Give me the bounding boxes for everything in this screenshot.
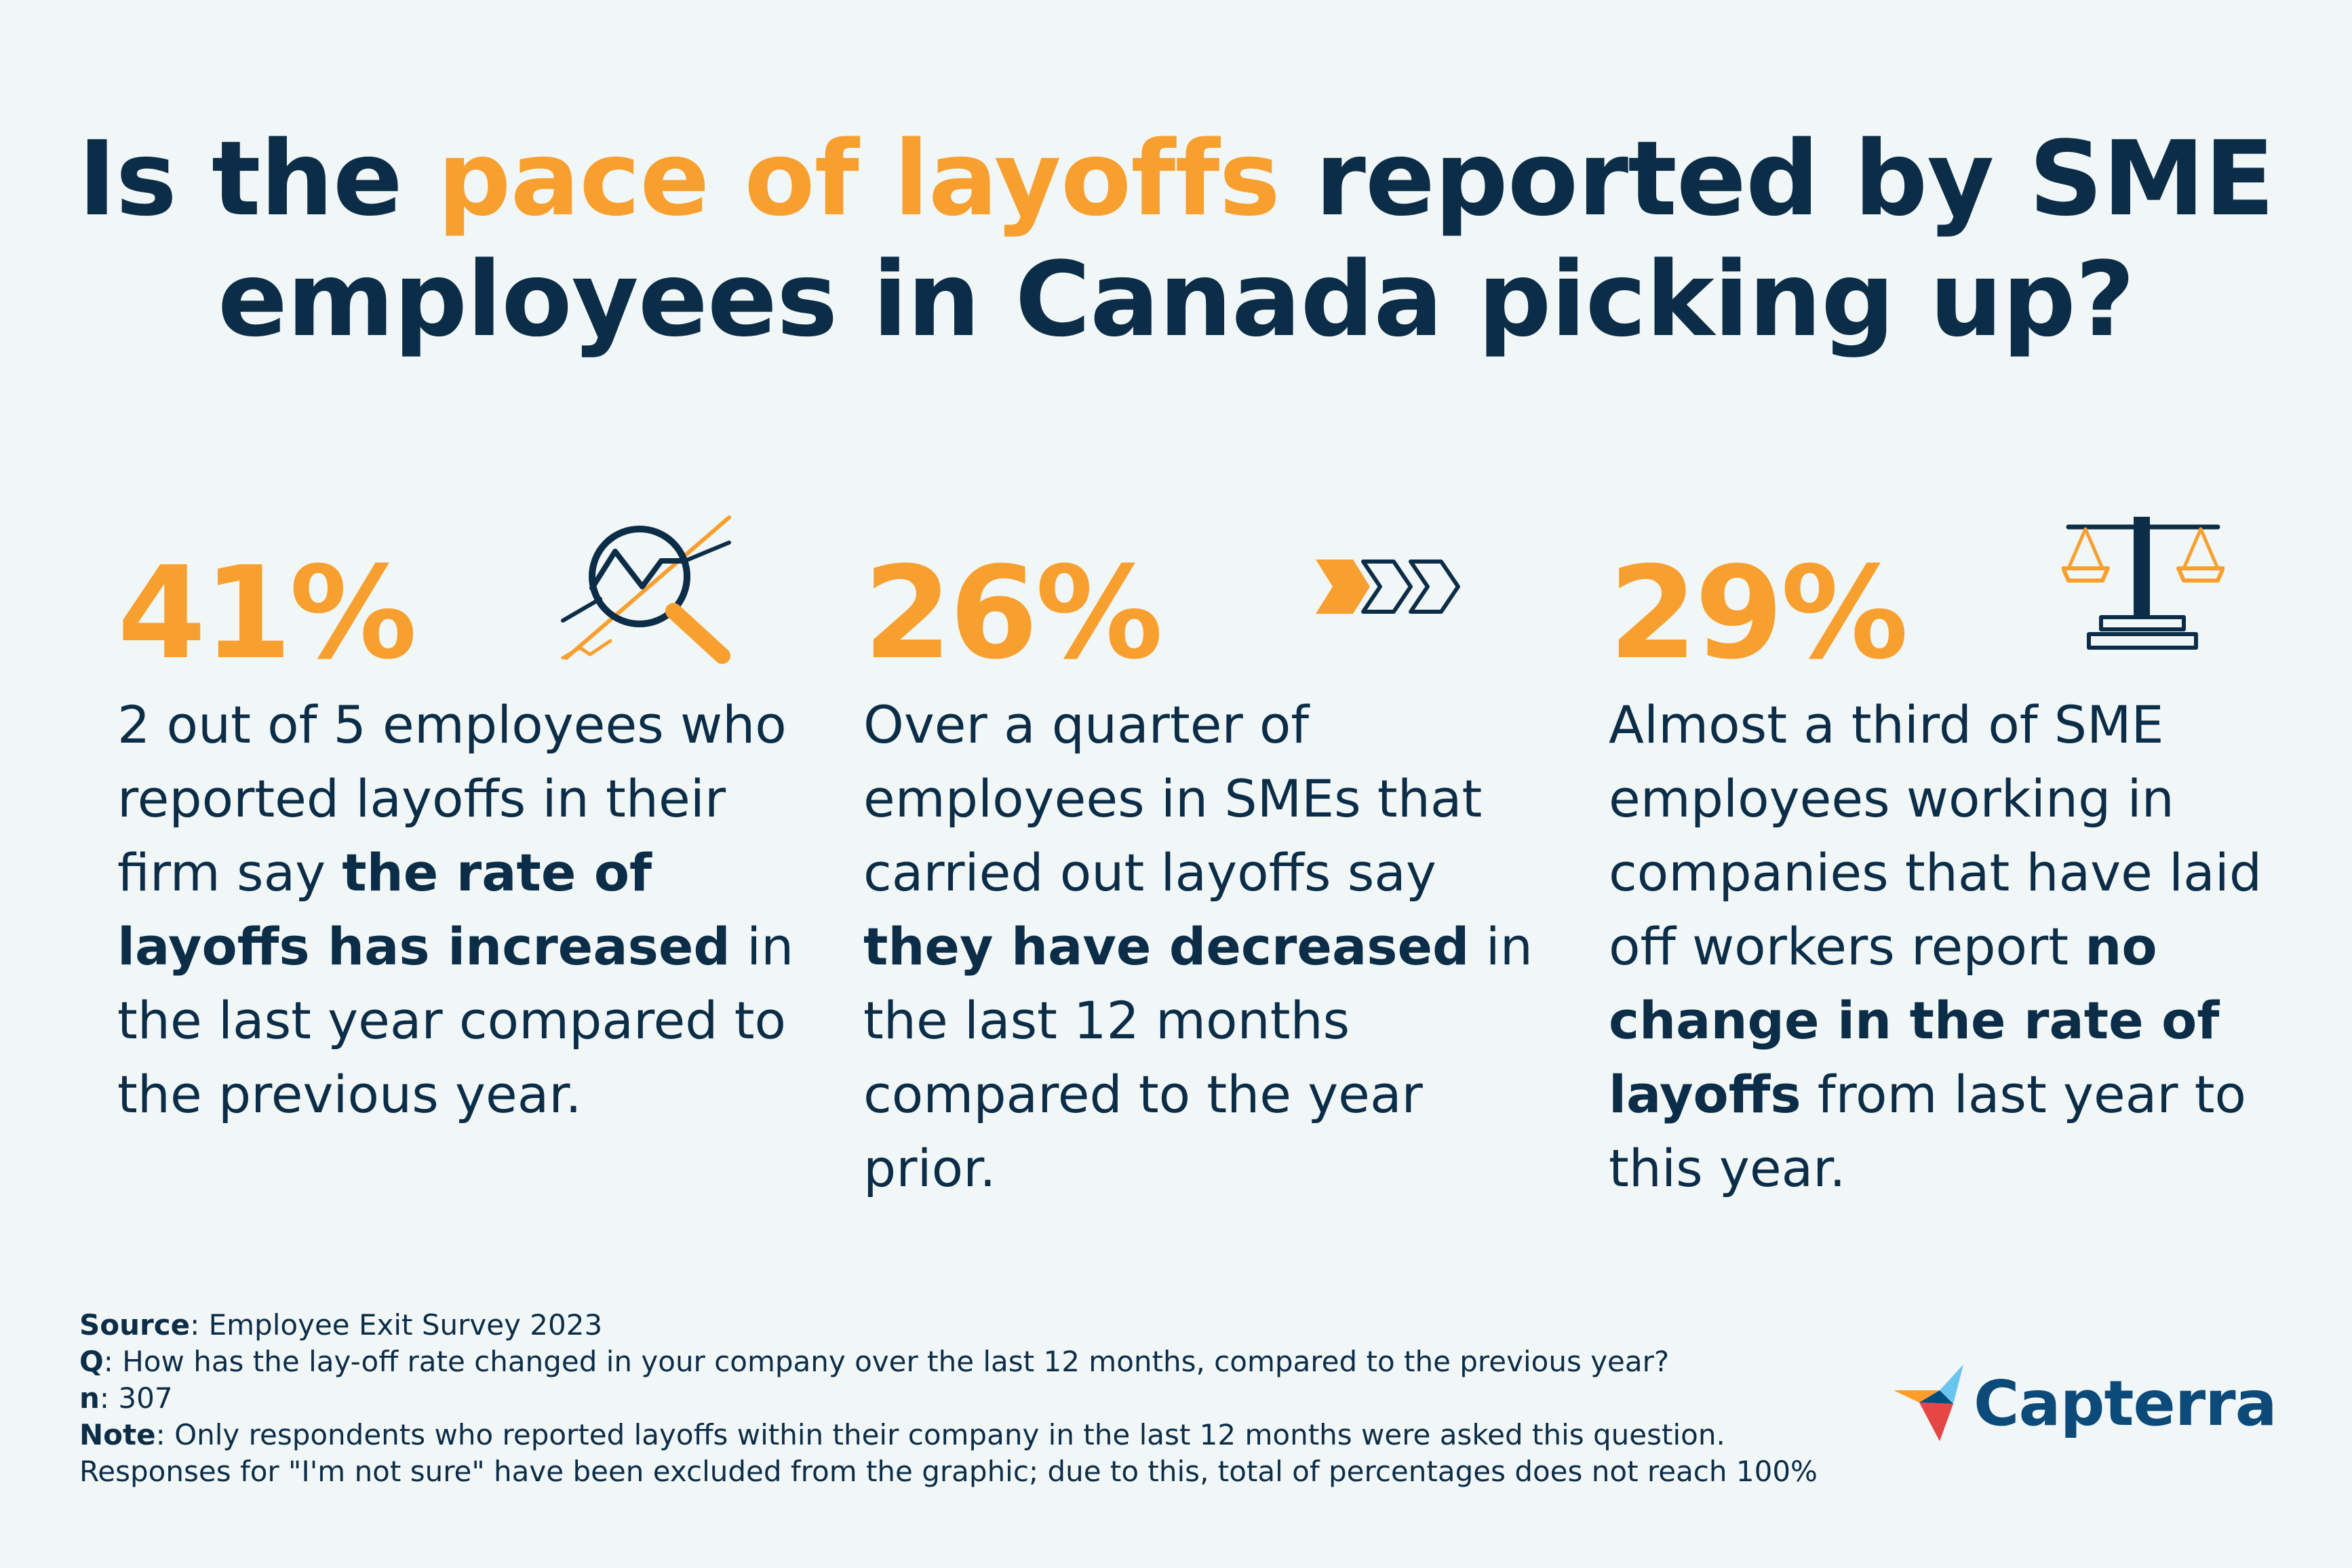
stat-description: Over a quarter of employees in SMEs that… — [863, 688, 1555, 1205]
title-part2: reported by SME — [1280, 119, 2275, 239]
title-line2: employees in Canada picking up? — [217, 239, 2135, 359]
stat-text: Over a quarter of employees in SMEs that… — [863, 694, 1483, 903]
source-label: Source — [79, 1308, 191, 1341]
sample-size-label: n — [79, 1381, 100, 1415]
stat-card-decreased: 26% Over a quarter of employees in SMEs … — [863, 543, 1555, 1205]
source-notes: Source: Employee Exit Survey 2023 Q: How… — [79, 1307, 1910, 1490]
capterra-logo: Capterra — [1892, 1363, 2277, 1445]
title-part1: Is the — [77, 119, 437, 239]
sample-size-value: : 307 — [99, 1381, 173, 1415]
note-line-2: Responses for "I'm not sure" have been e… — [79, 1455, 1818, 1488]
stat-value: 41% — [117, 539, 417, 688]
stat-text: in the last year compared to the previou… — [117, 916, 794, 1124]
source-line: Source: Employee Exit Survey 2023 — [79, 1307, 1910, 1344]
question-line: Q: How has the lay-off rate changed in y… — [79, 1344, 1910, 1380]
stat-card-increased: 41% 2 out of 5 employees who reported la… — [117, 543, 809, 1131]
stat-text: 2 out of 5 employees who reported layoff… — [117, 694, 787, 903]
note-value: : Only respondents who reported layoffs … — [155, 1418, 1725, 1451]
page-title: Is the pace of layoffs reported by SME e… — [0, 119, 2352, 360]
stat-text: Almost a third of SME employees working … — [1609, 694, 2262, 977]
capterra-mark-icon — [1894, 1365, 1963, 1441]
question-label: Q — [79, 1345, 104, 1378]
forward-chevrons-icon — [1316, 560, 1460, 614]
balance-scale-icon — [2062, 517, 2224, 650]
stat-text: in the last 12 months compared to the ye… — [863, 916, 1533, 1198]
stat-text: from last year to this year. — [1609, 1064, 2246, 1198]
stat-card-no-change: 29% Almost a third of SME employees work… — [1609, 543, 2300, 1205]
stat-value: 29% — [1609, 539, 1908, 688]
stat-description: Almost a third of SME employees working … — [1609, 688, 2300, 1205]
note-label: Note — [79, 1418, 156, 1451]
stat-text-bold: the rate of layoffs has increased — [117, 842, 730, 977]
stat-value: 26% — [863, 539, 1163, 688]
note-line: Note: Only respondents who reported layo… — [79, 1417, 1910, 1453]
sample-size-line: n: 307 — [79, 1380, 1910, 1417]
stat-text-bold: they have decreased — [863, 916, 1470, 977]
stat-description: 2 out of 5 employees who reported layoff… — [117, 688, 809, 1131]
question-value: : How has the lay-off rate changed in yo… — [103, 1345, 1670, 1378]
source-value: : Employee Exit Survey 2023 — [190, 1308, 603, 1341]
title-highlight: pace of layoffs — [437, 119, 1280, 239]
stat-text-bold: no change in the rate of layoffs — [1609, 916, 2220, 1124]
magnifier-trend-icon — [561, 515, 731, 664]
capterra-wordmark: Capterra — [1974, 1367, 2277, 1440]
